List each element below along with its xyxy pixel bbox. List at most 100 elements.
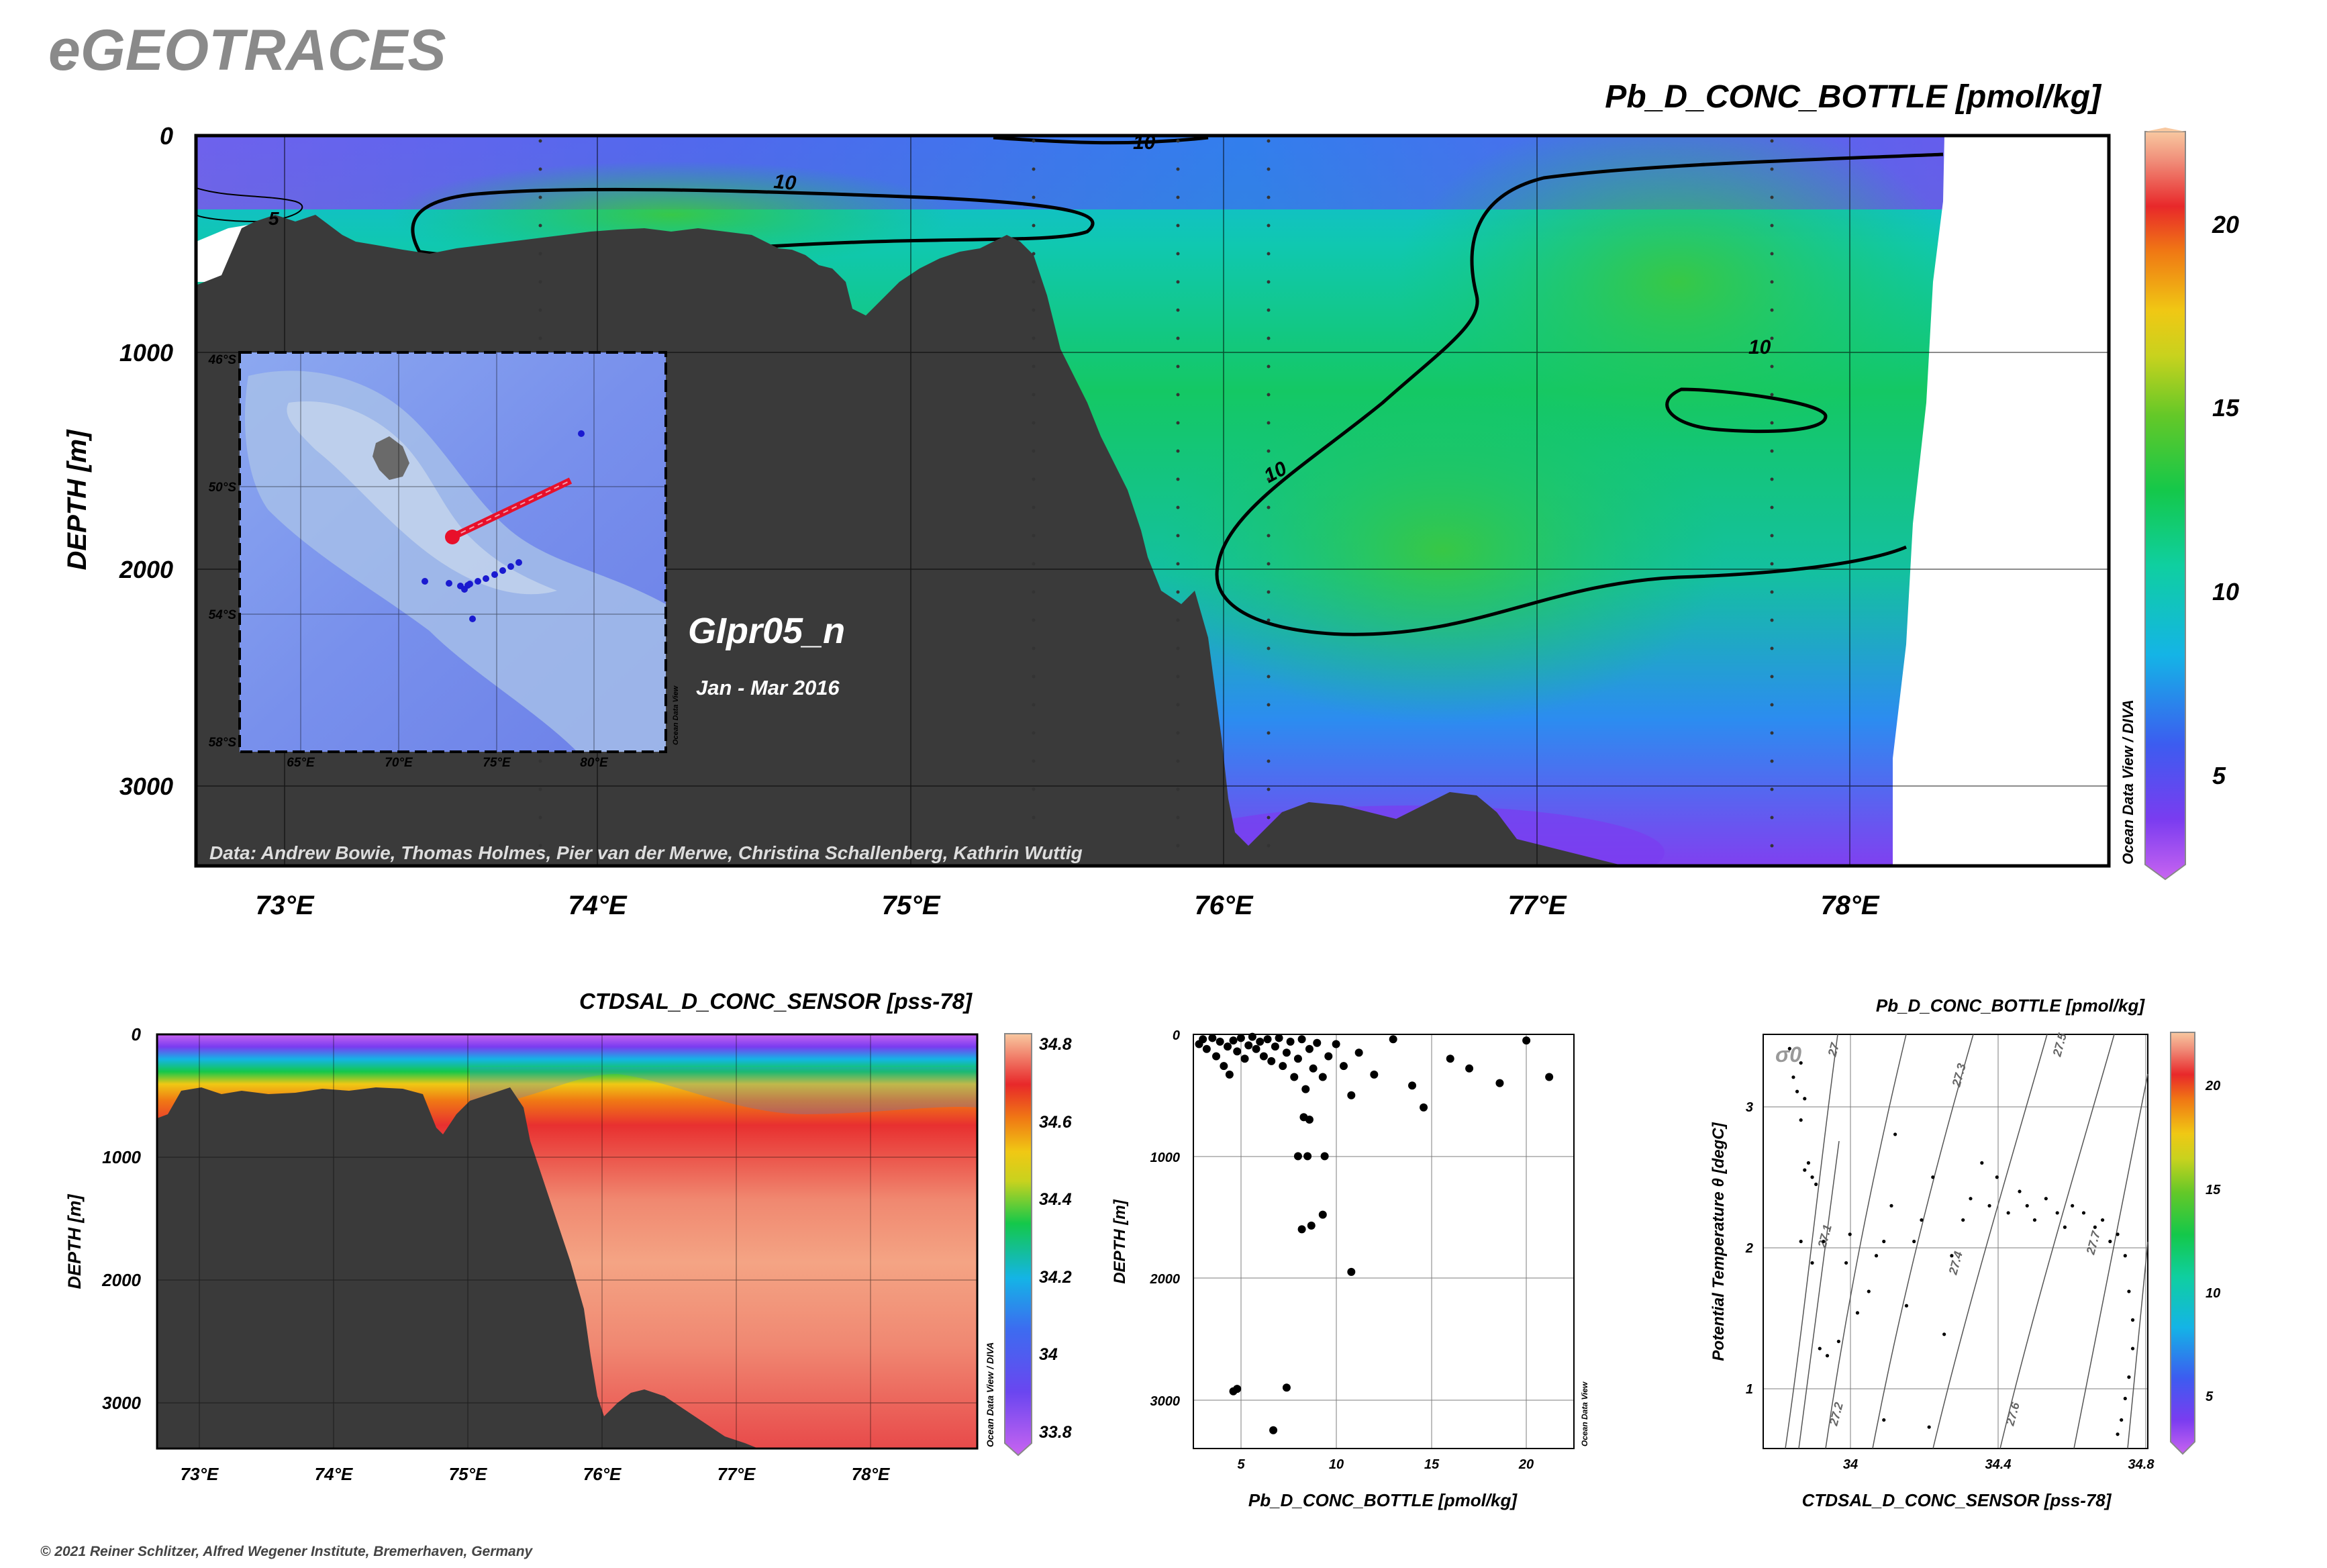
ts-point-13 <box>1818 1346 1822 1351</box>
svg-text:0: 0 <box>160 122 173 150</box>
scatter-point-32 <box>1318 1073 1327 1081</box>
contour-10-main <box>1215 152 1944 636</box>
scatter-point-1 <box>1199 1035 1207 1044</box>
scatter-point-27 <box>1297 1035 1306 1044</box>
station-sample-37 <box>1032 449 1036 453</box>
ts-point-20 <box>1874 1254 1879 1258</box>
svg-text:10: 10 <box>1329 1457 1344 1472</box>
main-xticks: 73°E 74°E 75°E 76°E 77°E 78°E <box>255 891 1879 920</box>
station-sample-46 <box>1032 703 1036 707</box>
svg-text:77°E: 77°E <box>1507 891 1567 920</box>
station-sample-23 <box>538 787 542 791</box>
ts-point-26 <box>1920 1218 1924 1222</box>
station-sample-78 <box>1267 139 1271 143</box>
svg-text:2000: 2000 <box>1150 1272 1181 1287</box>
ts-points <box>1787 1046 2135 1436</box>
salinity-frame <box>156 1033 979 1450</box>
scatter-point-4 <box>1212 1052 1221 1061</box>
inset-watermark: Ocean Data View <box>672 685 680 745</box>
station-sample-123 <box>1770 675 1774 679</box>
station-sample-108 <box>1770 252 1774 256</box>
ts-point-53 <box>2123 1396 2127 1401</box>
station-sample-1 <box>538 167 542 171</box>
scatter-point-53 <box>1307 1221 1316 1230</box>
svg-text:76°E: 76°E <box>1194 891 1253 920</box>
station-sample-5 <box>538 280 542 284</box>
station-sample-104 <box>1770 139 1774 143</box>
svg-text:1: 1 <box>1746 1382 1753 1397</box>
station-sample-31 <box>1032 280 1036 284</box>
ts-point-43 <box>2081 1211 2086 1215</box>
ts-point-9 <box>1803 1168 1807 1172</box>
ts-colorbar <box>2170 1032 2195 1455</box>
svg-text:1000: 1000 <box>1150 1150 1181 1165</box>
scatter-point-52 <box>1297 1225 1306 1234</box>
station-sample-113 <box>1770 393 1774 397</box>
svg-text:10: 10 <box>2212 578 2239 605</box>
station-sample-53 <box>1176 167 1180 171</box>
ts-point-4 <box>1803 1097 1807 1101</box>
scatter-frame <box>1193 1034 1575 1449</box>
svg-text:34.8: 34.8 <box>2128 1457 2155 1472</box>
svg-text:75°E: 75°E <box>449 1464 487 1484</box>
ts-point-27 <box>1931 1175 1935 1179</box>
scatter-point-5 <box>1216 1037 1224 1046</box>
scatter-point-13 <box>1244 1041 1253 1050</box>
svg-text:15: 15 <box>2206 1183 2221 1197</box>
inset-map: 46°S 50°S 54°S 58°S 65°E 70°E 75°E 80°E … <box>208 351 680 770</box>
ts-point-31 <box>1969 1197 1973 1201</box>
salinity-colorbar-ticks: 34.8 34.6 34.4 34.2 34 33.8 <box>1039 1035 1073 1442</box>
station-sample-81 <box>1267 224 1271 228</box>
scatter-xlabel: Pb_D_CONC_BOTTLE [pmol/kg] <box>1248 1490 1518 1510</box>
station-sample-47 <box>1032 731 1036 735</box>
salinity-bathymetry <box>157 1087 758 1449</box>
svg-text:78°E: 78°E <box>1820 891 1879 920</box>
station-sample-67 <box>1176 562 1180 566</box>
ts-point-5 <box>1799 1118 1803 1122</box>
svg-text:50°S: 50°S <box>209 481 237 495</box>
station-sample-89 <box>1267 449 1271 453</box>
ts-point-18 <box>1855 1311 1860 1315</box>
scatter-point-24 <box>1286 1037 1295 1046</box>
station-sample-51 <box>1032 844 1036 848</box>
station-sample-41 <box>1032 562 1036 566</box>
station-sample-83 <box>1267 280 1271 284</box>
kerguelen-island <box>373 436 409 480</box>
station-sample-3 <box>538 224 542 228</box>
ts-ylabel: Potential Temperature θ [degC] <box>1710 1122 1728 1361</box>
station-sample-55 <box>1176 224 1180 228</box>
ts-title: Pb_D_CONC_BOTTLE [pmol/kg] <box>1876 995 2145 1016</box>
ts-point-16 <box>1844 1261 1848 1265</box>
scatter-point-7 <box>1224 1042 1232 1051</box>
station-sample-30 <box>1032 252 1036 256</box>
station-sample-70 <box>1176 646 1180 650</box>
station-sample-112 <box>1770 364 1774 369</box>
scatter-point-58 <box>1282 1383 1291 1392</box>
svg-text:74°E: 74°E <box>315 1464 353 1484</box>
scatter-plot: DEPTH [m] 0 1000 2000 3000 5 10 15 20 Pb… <box>1111 1028 1589 1510</box>
scatter-point-34 <box>1332 1040 1340 1048</box>
scatter-point-37 <box>1354 1048 1363 1057</box>
svg-text:0: 0 <box>132 1024 142 1044</box>
station-sample-56 <box>1176 252 1180 256</box>
scatter-point-30 <box>1309 1064 1318 1073</box>
ts-point-36 <box>2018 1189 2022 1193</box>
ts-point-40 <box>2055 1211 2059 1215</box>
scatter-point-16 <box>1256 1037 1265 1046</box>
ts-plot: Pb_D_CONC_BOTTLE [pmol/kg] 27 27.1 27.2 … <box>1710 995 2221 1510</box>
station-sample-127 <box>1770 787 1774 791</box>
station-sample-126 <box>1770 759 1774 763</box>
scatter-point-15 <box>1252 1044 1260 1053</box>
svg-text:20: 20 <box>2212 211 2239 238</box>
scatter-point-40 <box>1408 1081 1417 1090</box>
scatter-point-54 <box>1318 1210 1327 1219</box>
svg-text:10: 10 <box>1133 132 1156 154</box>
ts-point-47 <box>2116 1232 2120 1236</box>
station-sample-120 <box>1770 590 1774 594</box>
inset-lat-labels: 46°S 50°S 54°S 58°S <box>208 353 237 750</box>
station-sample-111 <box>1770 336 1774 340</box>
ts-point-17 <box>1848 1232 1852 1236</box>
station-sample-92 <box>1267 534 1271 538</box>
ts-point-38 <box>2032 1218 2037 1222</box>
ts-point-52 <box>2127 1375 2131 1379</box>
